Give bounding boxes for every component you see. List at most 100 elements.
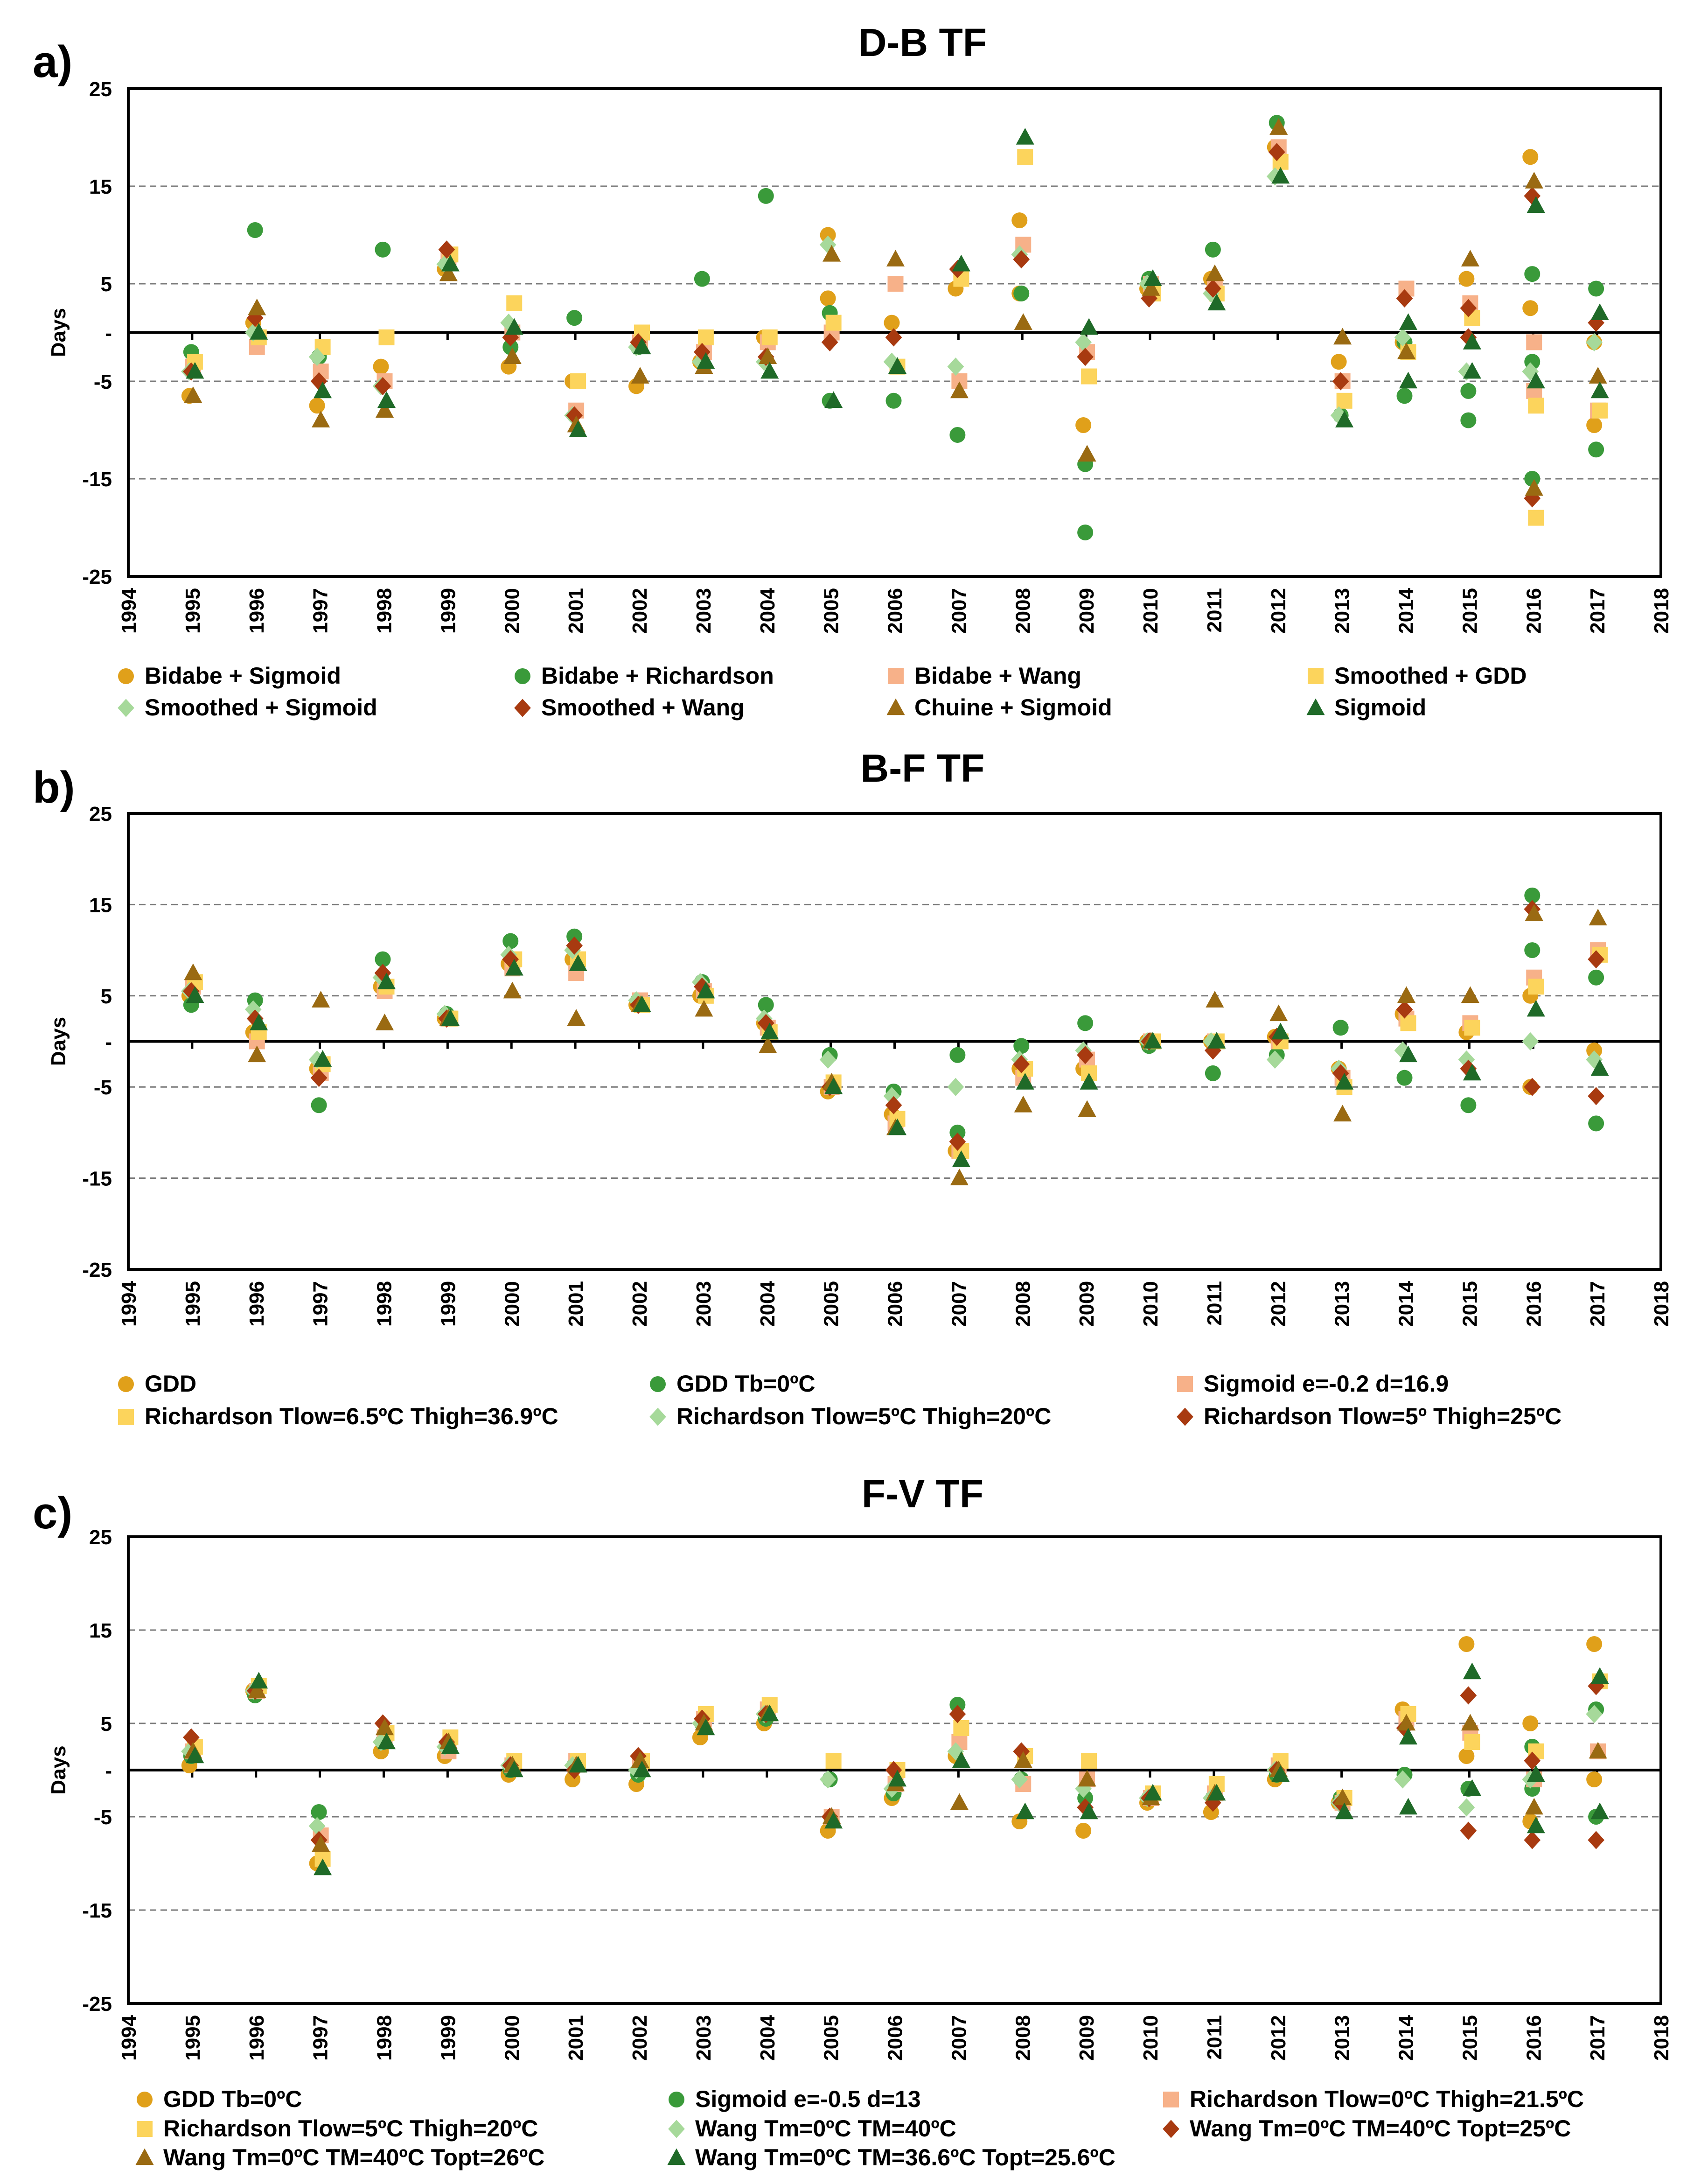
data-point (887, 276, 904, 292)
data-point (824, 391, 843, 408)
data-point (885, 328, 902, 347)
data-point (375, 241, 391, 258)
data-point (311, 1097, 327, 1113)
data-point (502, 339, 519, 355)
data-point (1397, 986, 1416, 1003)
data-point (759, 347, 777, 364)
x-tick-label: 2006 (884, 2015, 907, 2061)
data-point (570, 373, 586, 389)
y-axis-label: Days (47, 1745, 70, 1794)
data-point (825, 1753, 842, 1769)
x-tick-label: 2012 (1267, 1281, 1290, 1327)
data-point (1524, 887, 1541, 903)
data-point (824, 1812, 843, 1829)
data-point (1460, 1821, 1477, 1840)
y-tick-label: -25 (82, 566, 112, 588)
legend-marker (118, 1376, 134, 1392)
y-tick-label: 5 (101, 273, 112, 296)
x-tick-label: 2009 (1075, 1281, 1098, 1327)
chart-title: F-V TF (862, 1472, 983, 1516)
data-point (184, 386, 202, 403)
x-tick-label: 2005 (820, 588, 843, 634)
x-tick-label: 2001 (565, 1281, 587, 1327)
data-point (631, 367, 649, 384)
legend-label: Richardson Tlow=6.5ºC Thigh=36.9ºC (145, 1403, 558, 1429)
y-tick-label: -5 (94, 371, 112, 393)
data-point (1586, 333, 1603, 351)
plot-frame (127, 87, 1662, 578)
legend-marker (649, 1407, 666, 1426)
data-point (949, 427, 966, 443)
data-point (184, 963, 202, 980)
legend-marker (668, 2120, 685, 2138)
data-point (505, 1760, 523, 1778)
series-5 (181, 167, 1603, 425)
legend-marker (118, 699, 134, 717)
y-tick-label: 15 (89, 1619, 112, 1642)
data-point (441, 254, 460, 272)
data-point (1268, 143, 1285, 161)
data-point (1143, 269, 1162, 286)
x-tick-label: 2000 (501, 588, 523, 634)
data-point (567, 1009, 586, 1026)
legend-marker (118, 668, 134, 684)
legend-label: Richardson Tlow=0ºC Thigh=21.5ºC (1190, 2086, 1584, 2112)
data-point (375, 401, 394, 418)
data-point (1396, 289, 1413, 308)
x-tick-label: 2006 (884, 588, 907, 634)
data-point (1464, 1020, 1480, 1036)
data-point (1522, 1715, 1539, 1731)
data-point (500, 314, 517, 332)
data-point (761, 329, 778, 345)
x-tick-label: 2003 (692, 2015, 715, 2061)
x-tick-label: 2001 (565, 588, 587, 634)
data-point (1522, 1032, 1539, 1051)
data-point (1458, 1748, 1475, 1764)
legend-label: Sigmoid e=-0.2 d=16.9 (1204, 1371, 1449, 1397)
data-point (883, 1087, 900, 1106)
data-point (819, 1050, 837, 1069)
x-tick-label: 2010 (1139, 1281, 1162, 1327)
panel-label: a) (33, 37, 72, 87)
x-tick-label: 2015 (1458, 588, 1481, 634)
data-point (1081, 368, 1097, 385)
data-point (1588, 441, 1604, 458)
data-point (569, 420, 587, 437)
data-point (505, 318, 523, 335)
legend-label: GDD Tb=0ºC (163, 2086, 302, 2112)
y-tick-label: 15 (89, 894, 112, 917)
data-point (1013, 1055, 1030, 1073)
data-point (1142, 279, 1160, 296)
legend-label: Wang Tm=0ºC TM=40ºC (695, 2115, 956, 2142)
data-point (503, 347, 522, 364)
data-point (308, 348, 326, 366)
legend-marker (1308, 668, 1324, 684)
legend-marker (515, 668, 530, 684)
series-1 (181, 1636, 1603, 1871)
x-tick-label: 2013 (1331, 1281, 1354, 1327)
y-tick-label: - (105, 1759, 112, 1782)
y-tick-label: 15 (89, 175, 112, 198)
x-tick-label: 2016 (1522, 1281, 1545, 1327)
data-point (1461, 250, 1479, 267)
legend-label: Richardson Tlow=5º Thigh=25ºC (1204, 1403, 1562, 1429)
data-point (1013, 250, 1030, 269)
data-point (248, 298, 266, 315)
x-tick-label: 2016 (1522, 588, 1545, 634)
data-point (310, 372, 328, 391)
x-tick-label: 2014 (1395, 2015, 1418, 2060)
data-point (250, 1014, 268, 1030)
data-point (1528, 979, 1544, 995)
data-point (819, 235, 837, 254)
data-point (1526, 334, 1542, 350)
data-point (1269, 118, 1288, 135)
data-point (1207, 1784, 1226, 1801)
data-point (1586, 1636, 1603, 1652)
data-point (1460, 412, 1477, 428)
y-axis-label: Days (47, 1017, 70, 1066)
data-point (1205, 279, 1221, 298)
data-point (1017, 149, 1033, 165)
data-point (633, 995, 651, 1012)
data-point (250, 323, 268, 340)
